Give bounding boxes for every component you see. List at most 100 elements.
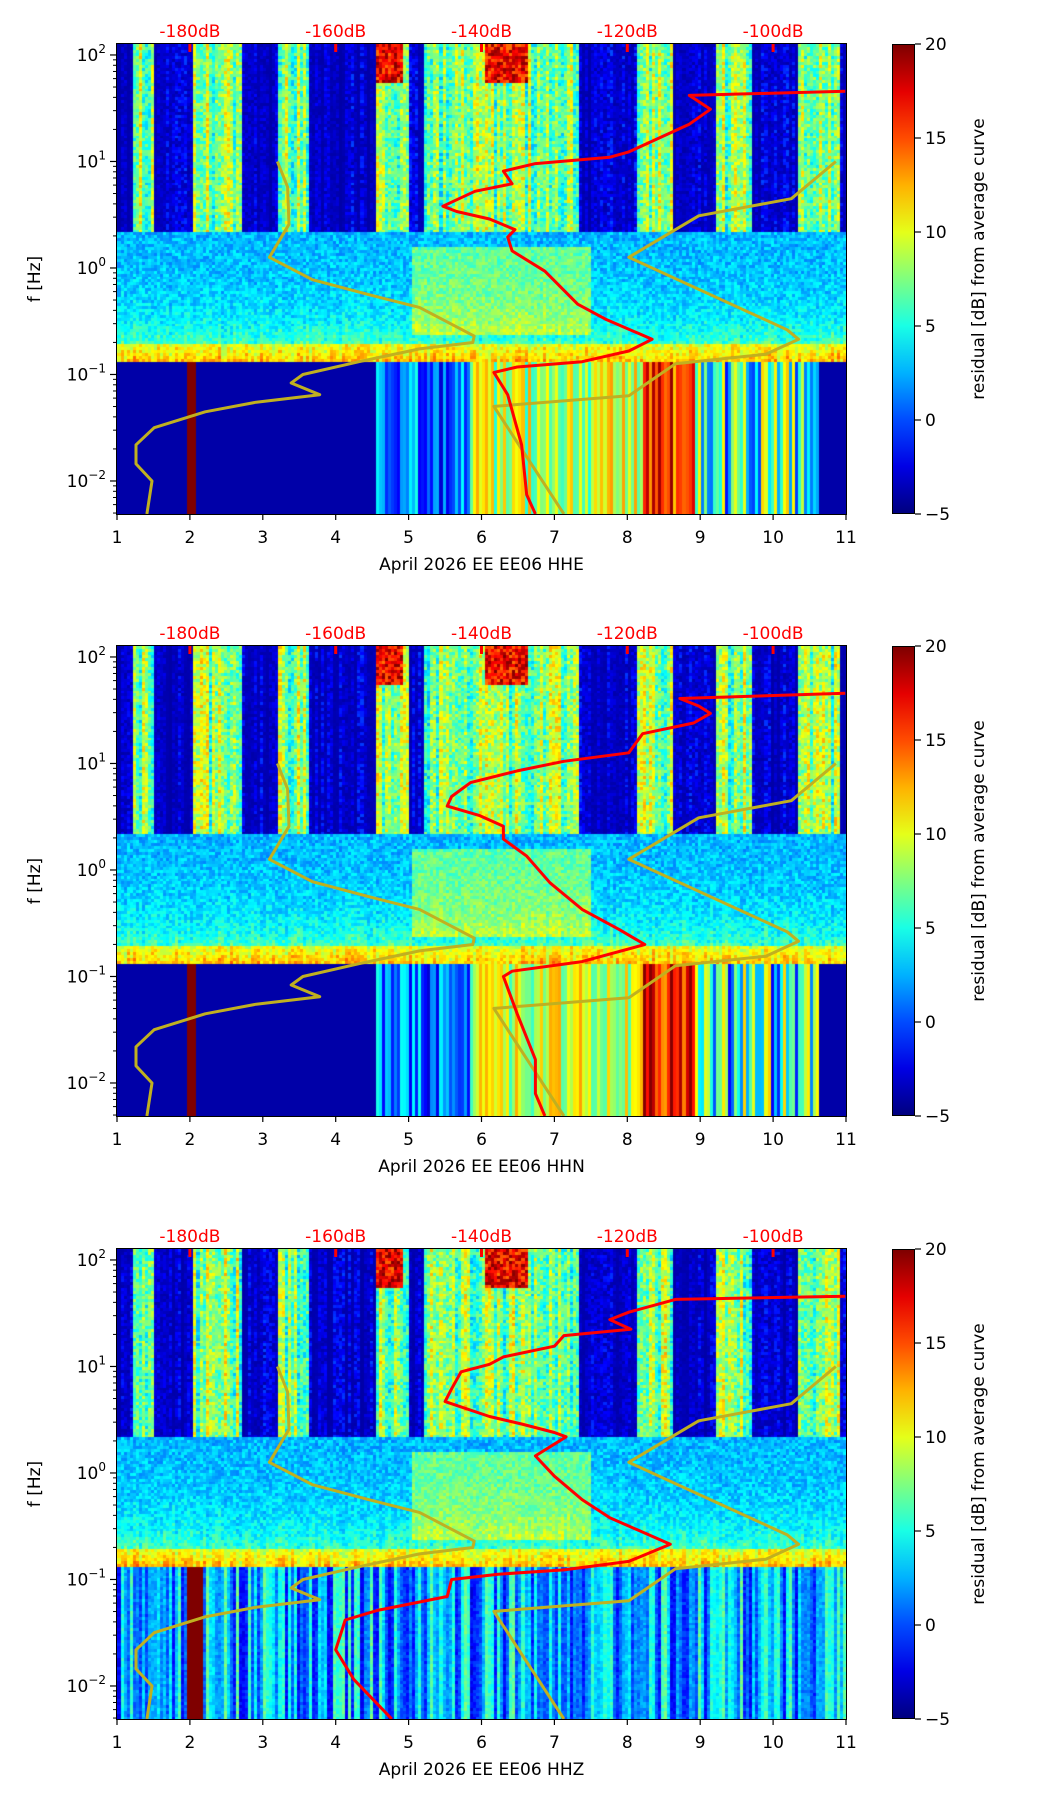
spectrogram-heatmap [117, 44, 846, 514]
x-tick-label: 9 [695, 528, 706, 548]
spectrogram-plot-area [117, 1249, 846, 1719]
db-label: -120dB [597, 22, 658, 42]
spectrogram-panel-2: 1 2 3 4 5 6 7 8 9 10 11 April 2026 EE EE06 HHN 102 10… [0, 602, 1052, 1202]
x-tick-label: 5 [403, 1130, 414, 1150]
colorbar-tick-label: 10 [925, 223, 947, 243]
y-tick-label: 10−1 [67, 361, 106, 385]
colorbar-label: residual [dB] from average curve [969, 720, 989, 1001]
x-tick-label: 10 [762, 1130, 784, 1150]
db-label: -120dB [597, 1227, 658, 1247]
colorbar-tick-label: −5 [925, 1710, 950, 1730]
y-tick-label: 10−2 [67, 1070, 106, 1094]
spectrogram-plot-area [117, 646, 846, 1116]
y-tick-label: 10−1 [67, 963, 106, 987]
db-label: -140dB [451, 1227, 512, 1247]
colorbar-tick-label: 20 [925, 35, 947, 55]
series-line-high-noise-model [492, 762, 837, 1116]
colorbar-tick-label: 20 [925, 637, 947, 657]
colorbar-label: residual [dB] from average curve [969, 1323, 989, 1604]
colorbar-tick-label: 0 [925, 411, 936, 431]
colorbar-tick-label: 20 [925, 1240, 947, 1260]
db-label: -120dB [597, 624, 658, 644]
x-tick-label: 9 [695, 1733, 706, 1753]
series-line-high-noise-model [492, 160, 837, 514]
db-label: -100dB [743, 624, 804, 644]
x-tick-label: 2 [184, 1130, 195, 1150]
chart-overlay: 1 2 3 4 5 6 7 8 9 10 11 April 2026 EE EE06 HHE 102 10… [25, 22, 989, 575]
db-label: -160dB [305, 1227, 366, 1247]
x-tick-label: 8 [622, 1130, 633, 1150]
x-tick-label: 11 [835, 528, 857, 548]
y-axis-label: f [Hz] [25, 858, 45, 904]
db-label: -160dB [305, 624, 366, 644]
x-tick-label: 2 [184, 528, 195, 548]
y-tick-label: 10−2 [67, 1673, 106, 1697]
colorbar [892, 646, 915, 1116]
chart-overlay: 1 2 3 4 5 6 7 8 9 10 11 April 2026 EE EE06 HHZ 102 10… [25, 1227, 989, 1780]
colorbar-tick-label: 0 [925, 1616, 936, 1636]
y-tick-label: 102 [77, 1247, 106, 1271]
series-line-station-average [441, 89, 846, 514]
x-tick-label: 3 [257, 1733, 268, 1753]
x-tick-label: 1 [112, 528, 123, 548]
y-tick-label: 102 [77, 42, 106, 66]
series-line-high-noise-model [492, 1365, 837, 1719]
x-tick-label: 1 [112, 1733, 123, 1753]
x-tick-label: 8 [622, 1733, 633, 1753]
x-tick-label: 3 [257, 1130, 268, 1150]
y-tick-label: 102 [77, 644, 106, 668]
x-axis-label: April 2026 EE EE06 HHZ [379, 1760, 585, 1780]
x-tick-label: 4 [330, 528, 341, 548]
y-tick-label: 101 [77, 148, 106, 172]
x-tick-label: 3 [257, 528, 268, 548]
x-tick-label: 7 [549, 1733, 560, 1753]
colorbar-label: residual [dB] from average curve [969, 118, 989, 399]
spectrogram-panel-1: 1 2 3 4 5 6 7 8 9 10 11 April 2026 EE EE06 HHE 102 10… [0, 0, 1052, 600]
x-tick-label: 9 [695, 1130, 706, 1150]
series-line-low-noise-model [134, 160, 476, 514]
x-tick-label: 4 [330, 1733, 341, 1753]
x-tick-label: 1 [112, 1130, 123, 1150]
colorbar-tick-label: 10 [925, 1428, 947, 1448]
spectrogram-plot-area [117, 44, 846, 514]
x-tick-label: 5 [403, 528, 414, 548]
db-label: -180dB [159, 624, 220, 644]
series-line-low-noise-model [134, 1365, 476, 1719]
x-tick-label: 7 [549, 528, 560, 548]
colorbar [892, 1249, 915, 1719]
spectrogram-panel-3: 1 2 3 4 5 6 7 8 9 10 11 April 2026 EE EE06 HHZ 102 10… [0, 1205, 1052, 1805]
spectrogram-heatmap [117, 646, 846, 1116]
colorbar [892, 44, 915, 514]
x-tick-label: 6 [476, 1130, 487, 1150]
colorbar-tick-label: 5 [925, 919, 936, 939]
colorbar-tick-label: 0 [925, 1013, 936, 1033]
y-tick-label: 10−1 [67, 1566, 106, 1590]
series-line-low-noise-model [134, 762, 476, 1116]
y-tick-label: 101 [77, 1353, 106, 1377]
x-tick-label: 7 [549, 1130, 560, 1150]
x-tick-label: 2 [184, 1733, 195, 1753]
db-label: -140dB [451, 624, 512, 644]
db-label: -180dB [159, 1227, 220, 1247]
colorbar-tick-label: 5 [925, 317, 936, 337]
series-line-station-average [445, 691, 846, 1116]
colorbar-tick-label: 15 [925, 129, 947, 149]
spectrogram-heatmap [117, 1249, 846, 1719]
y-tick-label: 10−2 [67, 468, 106, 492]
colorbar-tick-label: 10 [925, 825, 947, 845]
chart-overlay: 1 2 3 4 5 6 7 8 9 10 11 April 2026 EE EE06 HHN 102 10… [25, 624, 989, 1177]
x-tick-label: 10 [762, 1733, 784, 1753]
x-tick-label: 11 [835, 1733, 857, 1753]
db-label: -180dB [159, 22, 220, 42]
x-tick-label: 4 [330, 1130, 341, 1150]
y-tick-label: 100 [77, 857, 106, 881]
db-label: -100dB [743, 22, 804, 42]
y-axis-label: f [Hz] [25, 1461, 45, 1507]
db-label: -160dB [305, 22, 366, 42]
x-tick-label: 6 [476, 528, 487, 548]
colorbar-tick-label: −5 [925, 505, 950, 525]
x-axis-label: April 2026 EE EE06 HHE [379, 555, 584, 575]
x-tick-label: 6 [476, 1733, 487, 1753]
colorbar-tick-label: 5 [925, 1522, 936, 1542]
series-line-station-average [334, 1294, 846, 1719]
